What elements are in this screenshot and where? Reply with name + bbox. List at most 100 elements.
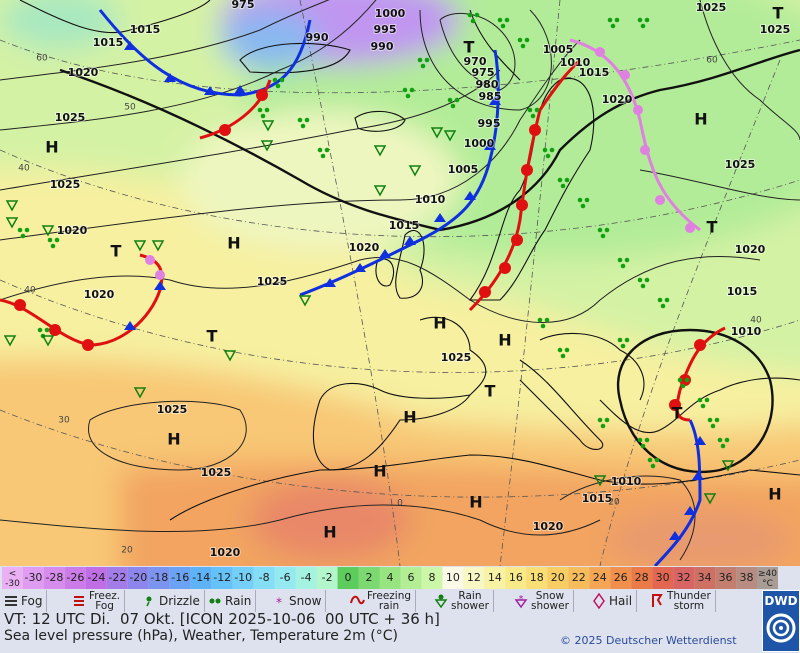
front-symbols <box>14 41 706 540</box>
scale-label: 24 <box>593 571 607 584</box>
rain-dot <box>660 303 666 309</box>
graticule-label: 60 <box>706 56 718 66</box>
rain-dot <box>50 243 56 249</box>
scale-cell <box>757 567 778 589</box>
subtitle: Sea level pressure (hPa), Weather, Tempe… <box>4 628 398 644</box>
pressure-center: H <box>167 430 180 449</box>
rain-dot <box>524 37 530 43</box>
scale-label: 34 <box>698 571 712 584</box>
scale-label: 22 <box>572 571 586 584</box>
scale-label: 8 <box>428 571 435 584</box>
pressure-center: H <box>469 493 482 512</box>
occlusion-symbol <box>685 223 695 233</box>
occlusion-symbol <box>640 145 650 155</box>
rain-dot <box>664 297 670 303</box>
isobar-label: 1005 <box>543 43 574 56</box>
isobar-label: 1025 <box>157 403 188 416</box>
weather-symbols <box>3 12 735 505</box>
warm-front-semicircle <box>529 124 541 136</box>
graticule-label: 60 <box>36 54 48 64</box>
rain-dot <box>530 113 536 119</box>
warm-front-semicircle <box>521 164 533 176</box>
cold-front-triangle <box>484 141 496 150</box>
scale-label: 4 <box>387 571 394 584</box>
rain-dot <box>697 397 703 403</box>
isobar-label: 1020 <box>735 243 766 256</box>
rain-dot <box>644 17 650 23</box>
rain-dot <box>617 337 623 343</box>
occlusion-symbol <box>145 255 155 265</box>
legend-label: Freez. Fog <box>89 590 121 612</box>
scale-label: -28 <box>45 571 63 584</box>
scale-label: -14 <box>192 571 210 584</box>
isobar-label: 1015 <box>727 285 758 298</box>
scale-cell <box>484 567 506 589</box>
scale-cell <box>547 567 569 589</box>
shower-symbol <box>133 387 147 399</box>
rain-dot <box>600 233 606 239</box>
scale-cell <box>463 567 485 589</box>
rain-dot <box>717 437 723 443</box>
graticule-label: 20 <box>121 546 133 556</box>
isobar-label: 1010 <box>731 325 762 338</box>
scale-cell <box>652 567 674 589</box>
scale-cell <box>253 567 275 589</box>
scale-cell <box>211 567 233 589</box>
rain-dot <box>637 437 643 443</box>
rain-dot <box>417 57 423 63</box>
isobar-label: 975 <box>472 66 495 79</box>
legend-icon <box>74 596 84 606</box>
scale-label: -4 <box>301 571 312 584</box>
rain-dot <box>450 103 456 109</box>
legend-icon <box>350 595 365 605</box>
rain-dot <box>724 437 730 443</box>
isobar-label: 1000 <box>375 7 406 20</box>
legend-item: Freez. Fog <box>72 590 126 612</box>
rain-dot <box>279 77 285 83</box>
rain-dot <box>304 117 310 123</box>
rain-dot <box>597 417 603 423</box>
scale-cell <box>64 567 86 589</box>
rain-dot <box>657 297 663 303</box>
scale-label: -30 <box>24 571 42 584</box>
rain-dot <box>624 257 630 263</box>
shower-symbol <box>443 130 457 142</box>
rain-dot <box>607 17 613 23</box>
legend-icon <box>434 594 448 609</box>
logo-swirl <box>766 613 796 643</box>
scale-cell <box>106 567 128 589</box>
rain-dot <box>614 17 620 23</box>
isobar-label: 1015 <box>93 36 124 49</box>
shower-symbol <box>223 350 237 362</box>
isobar-label: 1000 <box>464 137 495 150</box>
rain-dot <box>527 107 533 113</box>
cold-front-triangle <box>234 85 246 94</box>
scale-label: 6 <box>407 571 414 584</box>
isobar-label: 1020 <box>349 241 380 254</box>
rain-dot <box>557 177 563 183</box>
rain-dot <box>424 57 430 63</box>
rain-dot <box>264 107 270 113</box>
rain-dot <box>47 237 53 243</box>
rain-dot <box>714 417 720 423</box>
legend-item: Fog <box>4 590 48 612</box>
cold-front-triangle <box>464 191 476 200</box>
scale-cell <box>526 567 548 589</box>
rain-dot <box>640 283 646 289</box>
scale-label: 18 <box>530 571 544 584</box>
shower-symbol <box>703 493 717 505</box>
isobar-label: 1015 <box>130 23 161 36</box>
rain-dot <box>647 457 653 463</box>
scale-label: 30 <box>656 571 670 584</box>
isobar-label: 1025 <box>201 466 232 479</box>
isobar-label: 1025 <box>50 178 81 191</box>
dwd-logo: DWD <box>762 590 800 652</box>
scale-cell <box>274 567 296 589</box>
pressure-center: T <box>707 218 718 237</box>
isobar-label: 1020 <box>602 93 633 106</box>
isobar-label: 1015 <box>582 492 613 505</box>
graticule-label: 0 <box>397 499 403 509</box>
scale-cell <box>22 567 44 589</box>
scale-cell <box>148 567 170 589</box>
rain-dot <box>542 147 548 153</box>
